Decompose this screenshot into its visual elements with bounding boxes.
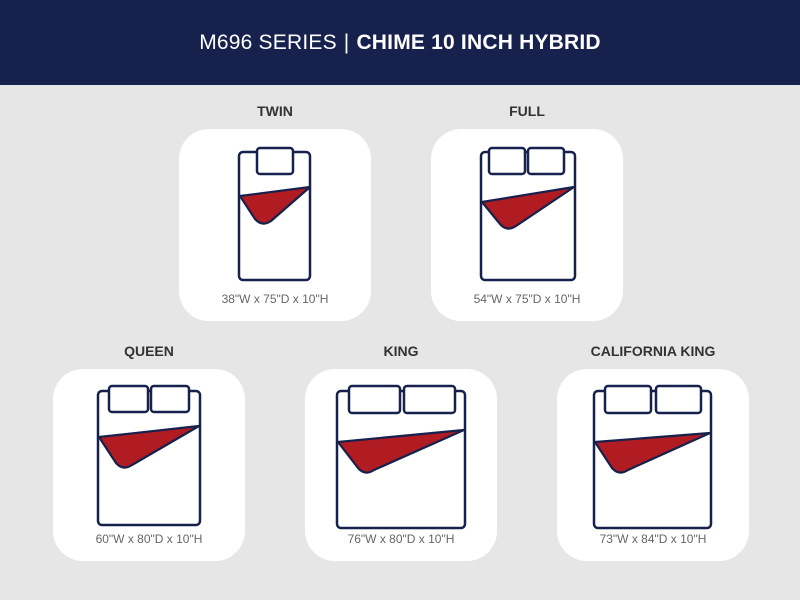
size-dimensions: 54"W x 75"D x 10"H bbox=[473, 292, 581, 306]
california-king-bed-icon bbox=[592, 384, 713, 530]
blanket-fold bbox=[336, 428, 466, 474]
pillow-icon bbox=[149, 384, 191, 414]
pillow-icon bbox=[107, 384, 150, 414]
pillow-icon bbox=[487, 146, 527, 176]
king-bed-icon bbox=[335, 384, 467, 530]
twin-bed-icon bbox=[237, 146, 312, 282]
blanket-fold bbox=[238, 185, 312, 225]
pillow-icon bbox=[402, 384, 457, 415]
pillow-icon bbox=[603, 384, 653, 415]
size-label: CALIFORNIA KING bbox=[590, 343, 716, 359]
blanket-fold bbox=[593, 431, 712, 474]
size-label: TWIN bbox=[257, 103, 293, 119]
blanket-fold bbox=[97, 424, 201, 469]
title-separator: | bbox=[343, 30, 350, 54]
size-label: FULL bbox=[509, 103, 545, 119]
size-label: QUEEN bbox=[124, 343, 174, 359]
model-name: CHIME 10 INCH HYBRID bbox=[356, 30, 601, 54]
size-dimensions: 73"W x 84"D x 10"H bbox=[599, 532, 707, 546]
pillow-icon bbox=[654, 384, 703, 415]
pillow-icon bbox=[347, 384, 402, 415]
pillow-icon bbox=[526, 146, 566, 176]
blanket-fold bbox=[480, 185, 576, 230]
queen-bed-icon bbox=[96, 384, 202, 527]
pillow-icon bbox=[255, 146, 295, 176]
size-dimensions: 38"W x 75"D x 10"H bbox=[221, 292, 329, 306]
size-dimensions: 76"W x 80"D x 10"H bbox=[347, 532, 455, 546]
page-header: M696 SERIES | CHIME 10 INCH HYBRID bbox=[0, 0, 800, 85]
size-label: KING bbox=[383, 343, 419, 359]
size-dimensions: 60"W x 80"D x 10"H bbox=[95, 532, 203, 546]
series-name: M696 SERIES bbox=[199, 30, 337, 54]
full-bed-icon bbox=[479, 146, 577, 282]
